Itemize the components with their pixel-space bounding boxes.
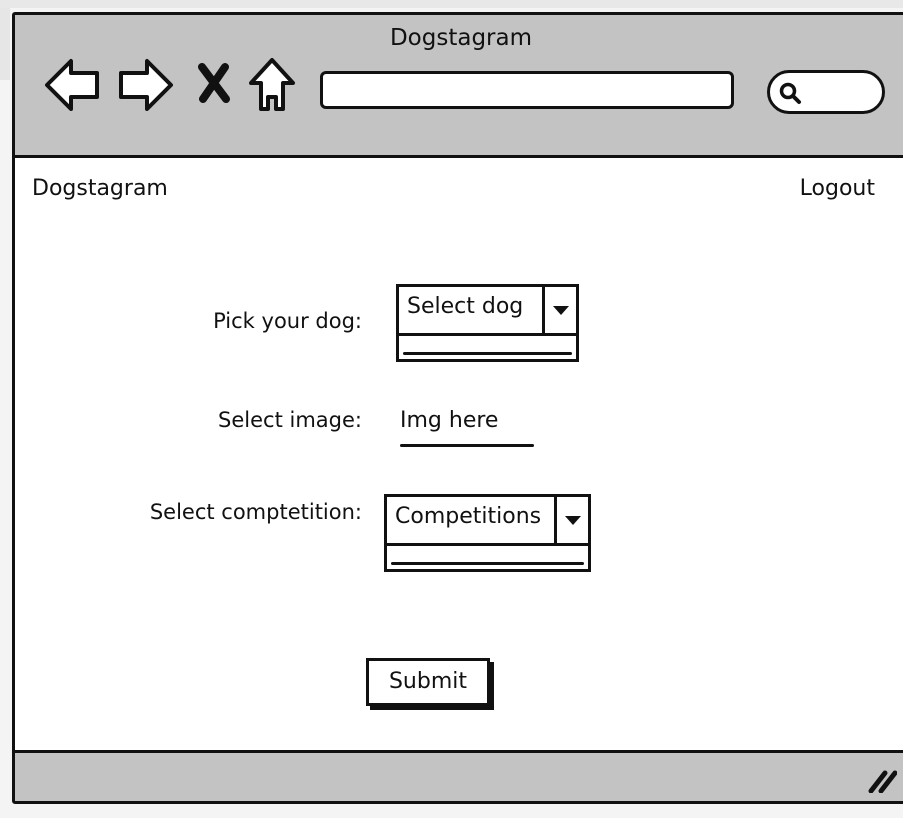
desktop-gap [0, 8, 10, 80]
desktop-strip [0, 0, 903, 8]
close-x-icon[interactable] [197, 63, 231, 103]
chevron-down-icon[interactable] [554, 497, 588, 543]
competition-select[interactable]: Competitions [384, 494, 591, 546]
image-picker-link[interactable]: Img here [400, 408, 499, 433]
dog-select-list [396, 336, 579, 362]
address-bar[interactable] [320, 71, 734, 109]
chevron-down-icon[interactable] [542, 287, 576, 333]
home-icon[interactable] [247, 55, 297, 115]
competition-select-value: Competitions [395, 504, 542, 529]
submit-button[interactable]: Submit [366, 658, 490, 706]
image-picker-underline [400, 444, 534, 447]
resize-grip-icon[interactable] [867, 767, 897, 793]
browser-toolbar: Dogstagram [15, 15, 903, 158]
logout-link[interactable]: Logout [799, 176, 875, 201]
image-label: Select image: [218, 408, 362, 432]
browser-window: Dogstagram [12, 12, 903, 804]
dog-label: Pick your dog: [213, 309, 362, 333]
competition-label: Select comptetition: [149, 500, 362, 524]
site-brand[interactable]: Dogstagram [32, 176, 168, 201]
forward-arrow-icon[interactable] [117, 55, 175, 115]
browser-search-field[interactable] [767, 70, 885, 114]
page-content: Dogstagram Logout Pick your dog: Select … [15, 158, 903, 750]
dog-select[interactable]: Select dog [396, 284, 579, 336]
dog-select-value: Select dog [407, 294, 524, 319]
window-title: Dogstagram [389, 25, 533, 51]
search-icon [779, 82, 801, 104]
status-bar [15, 750, 903, 801]
back-arrow-icon[interactable] [43, 55, 101, 115]
competition-select-list [384, 546, 591, 572]
